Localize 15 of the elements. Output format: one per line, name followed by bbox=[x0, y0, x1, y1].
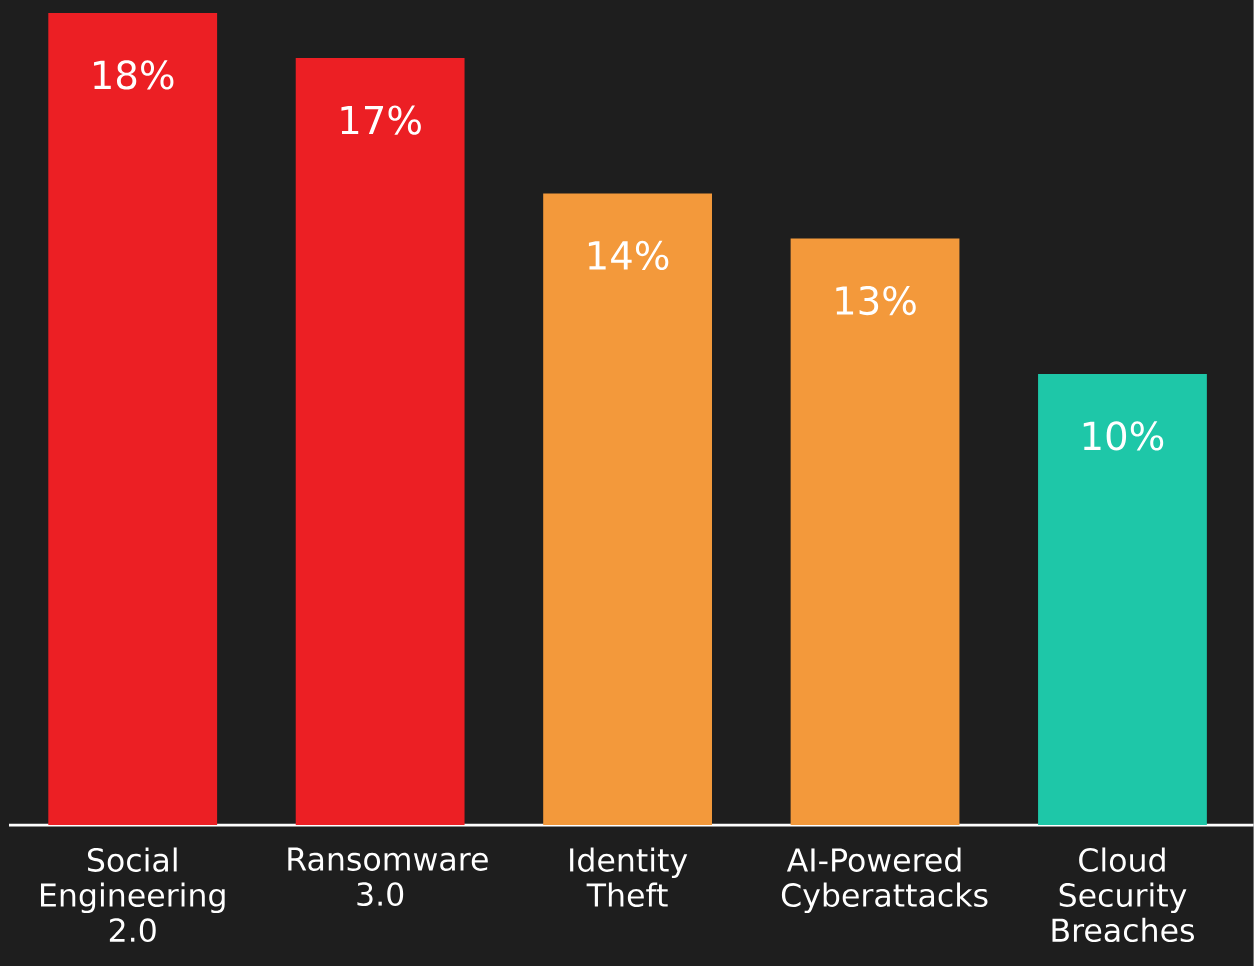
x-tick-label: AI-Powered Cyberattacks bbox=[781, 847, 988, 914]
bar bbox=[790, 238, 960, 826]
bar bbox=[1038, 373, 1207, 826]
data-label: 10% bbox=[1083, 421, 1164, 451]
data-label: 14% bbox=[588, 240, 669, 271]
x-tick-label: Ransomware 3.0 bbox=[288, 847, 488, 907]
data-label: 18% bbox=[94, 60, 174, 90]
x-tick-label: Identity Theft bbox=[570, 847, 688, 908]
bar bbox=[48, 13, 218, 826]
x-tick-label: Social Engineering 2.0 bbox=[41, 847, 225, 943]
data-label: 13% bbox=[836, 286, 916, 316]
bar bbox=[543, 193, 712, 826]
x-tick-label: Cloud Security Breaches bbox=[1052, 847, 1194, 943]
data-label: 17% bbox=[341, 105, 421, 135]
bar bbox=[295, 58, 465, 826]
